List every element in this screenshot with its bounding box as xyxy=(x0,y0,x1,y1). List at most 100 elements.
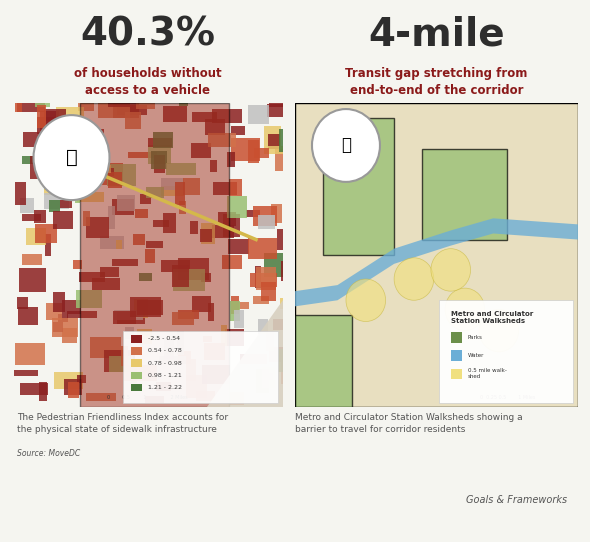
Text: The Pedestrian Friendliness Index accounts for
the physical state of sidewalk in: The Pedestrian Friendliness Index accoun… xyxy=(18,413,228,434)
FancyBboxPatch shape xyxy=(146,187,163,197)
FancyBboxPatch shape xyxy=(269,94,295,107)
FancyBboxPatch shape xyxy=(113,311,136,324)
Polygon shape xyxy=(207,300,283,406)
FancyBboxPatch shape xyxy=(90,337,121,358)
FancyBboxPatch shape xyxy=(267,332,274,352)
FancyBboxPatch shape xyxy=(262,367,275,388)
FancyBboxPatch shape xyxy=(264,253,296,276)
FancyBboxPatch shape xyxy=(14,370,38,376)
FancyBboxPatch shape xyxy=(212,224,234,238)
FancyBboxPatch shape xyxy=(56,107,84,130)
FancyBboxPatch shape xyxy=(100,236,124,249)
FancyBboxPatch shape xyxy=(240,354,267,364)
Text: 0.5 mile walk-
shed: 0.5 mile walk- shed xyxy=(468,369,507,379)
FancyBboxPatch shape xyxy=(83,211,90,226)
FancyBboxPatch shape xyxy=(200,229,212,242)
FancyBboxPatch shape xyxy=(109,357,133,372)
FancyBboxPatch shape xyxy=(153,220,169,227)
FancyBboxPatch shape xyxy=(116,240,123,249)
FancyBboxPatch shape xyxy=(146,241,163,248)
FancyBboxPatch shape xyxy=(231,295,240,314)
FancyBboxPatch shape xyxy=(131,384,142,391)
FancyBboxPatch shape xyxy=(35,94,50,107)
Text: Source: MoveDC: Source: MoveDC xyxy=(18,449,81,458)
FancyBboxPatch shape xyxy=(172,265,189,287)
FancyBboxPatch shape xyxy=(222,255,242,269)
FancyBboxPatch shape xyxy=(161,178,184,190)
FancyBboxPatch shape xyxy=(208,133,236,147)
FancyBboxPatch shape xyxy=(22,254,42,265)
FancyBboxPatch shape xyxy=(133,234,145,245)
FancyBboxPatch shape xyxy=(209,160,217,172)
FancyBboxPatch shape xyxy=(273,319,292,330)
FancyBboxPatch shape xyxy=(148,145,171,164)
FancyBboxPatch shape xyxy=(163,213,176,233)
Text: -2.5 - 0.54: -2.5 - 0.54 xyxy=(148,337,179,341)
Text: 0.54 - 0.78: 0.54 - 0.78 xyxy=(148,349,181,353)
FancyBboxPatch shape xyxy=(203,335,212,342)
FancyBboxPatch shape xyxy=(109,172,122,188)
FancyBboxPatch shape xyxy=(208,304,214,321)
FancyBboxPatch shape xyxy=(212,108,242,123)
Circle shape xyxy=(431,249,471,291)
FancyBboxPatch shape xyxy=(126,112,141,129)
FancyBboxPatch shape xyxy=(227,196,247,218)
Text: Transit gap stretching from
end-to-end of the corridor: Transit gap stretching from end-to-end o… xyxy=(345,67,528,98)
FancyBboxPatch shape xyxy=(18,307,38,325)
FancyBboxPatch shape xyxy=(57,144,80,159)
FancyBboxPatch shape xyxy=(113,309,143,320)
FancyBboxPatch shape xyxy=(248,140,259,163)
FancyBboxPatch shape xyxy=(53,292,65,312)
FancyBboxPatch shape xyxy=(108,205,115,229)
FancyBboxPatch shape xyxy=(267,104,297,117)
FancyBboxPatch shape xyxy=(271,204,283,223)
FancyBboxPatch shape xyxy=(238,302,249,309)
FancyBboxPatch shape xyxy=(201,274,211,282)
FancyBboxPatch shape xyxy=(254,206,277,227)
FancyBboxPatch shape xyxy=(160,186,184,197)
FancyBboxPatch shape xyxy=(295,315,352,406)
Text: 0.98 - 1.21: 0.98 - 1.21 xyxy=(148,373,181,378)
FancyBboxPatch shape xyxy=(221,325,227,346)
FancyBboxPatch shape xyxy=(20,198,34,214)
FancyBboxPatch shape xyxy=(275,149,306,171)
FancyBboxPatch shape xyxy=(122,346,127,366)
FancyBboxPatch shape xyxy=(50,138,82,153)
FancyBboxPatch shape xyxy=(268,134,280,149)
FancyBboxPatch shape xyxy=(76,290,102,308)
FancyBboxPatch shape xyxy=(191,221,198,234)
Text: 4-mile: 4-mile xyxy=(368,16,505,54)
FancyBboxPatch shape xyxy=(261,282,276,301)
FancyBboxPatch shape xyxy=(107,164,136,186)
FancyBboxPatch shape xyxy=(179,201,186,214)
FancyBboxPatch shape xyxy=(86,393,116,401)
FancyBboxPatch shape xyxy=(151,151,168,169)
FancyBboxPatch shape xyxy=(186,358,196,381)
FancyBboxPatch shape xyxy=(131,372,142,379)
FancyBboxPatch shape xyxy=(230,392,244,405)
FancyBboxPatch shape xyxy=(136,97,155,109)
FancyBboxPatch shape xyxy=(264,146,296,154)
FancyBboxPatch shape xyxy=(281,360,301,384)
FancyBboxPatch shape xyxy=(175,182,185,205)
FancyBboxPatch shape xyxy=(173,269,205,291)
FancyBboxPatch shape xyxy=(112,260,137,266)
FancyBboxPatch shape xyxy=(422,149,507,240)
FancyBboxPatch shape xyxy=(80,272,106,282)
Circle shape xyxy=(312,109,380,182)
FancyBboxPatch shape xyxy=(54,211,73,229)
Text: Metro and Circulator Station Walksheds showing a
barrier to travel for corridor : Metro and Circulator Station Walksheds s… xyxy=(295,413,523,434)
FancyBboxPatch shape xyxy=(451,369,462,379)
FancyBboxPatch shape xyxy=(59,173,75,197)
FancyBboxPatch shape xyxy=(74,195,80,203)
Text: 1.21 - 2.22: 1.21 - 2.22 xyxy=(148,385,182,390)
FancyBboxPatch shape xyxy=(253,296,269,304)
FancyBboxPatch shape xyxy=(140,195,150,204)
FancyBboxPatch shape xyxy=(39,383,47,401)
FancyBboxPatch shape xyxy=(109,169,114,177)
FancyBboxPatch shape xyxy=(22,156,45,164)
FancyBboxPatch shape xyxy=(54,372,83,389)
FancyBboxPatch shape xyxy=(231,138,260,160)
Text: 🗺: 🗺 xyxy=(341,137,351,154)
FancyBboxPatch shape xyxy=(192,112,217,122)
